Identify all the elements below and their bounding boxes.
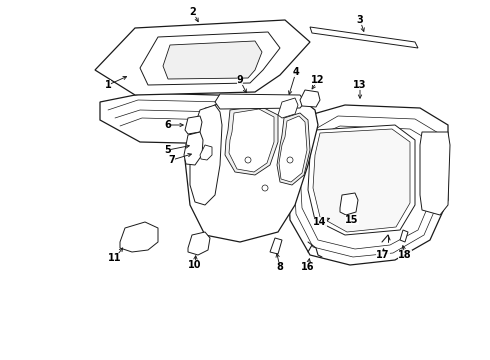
Text: 2: 2: [190, 7, 196, 17]
Polygon shape: [310, 27, 418, 48]
Text: 7: 7: [169, 155, 175, 165]
Text: 14: 14: [313, 217, 327, 227]
Polygon shape: [100, 93, 310, 145]
Polygon shape: [270, 238, 282, 254]
Text: 10: 10: [188, 260, 202, 270]
Text: 3: 3: [357, 15, 364, 25]
Polygon shape: [215, 94, 305, 109]
Polygon shape: [420, 132, 450, 215]
Polygon shape: [288, 105, 448, 265]
Text: 16: 16: [301, 262, 315, 272]
Polygon shape: [229, 109, 274, 172]
Polygon shape: [308, 125, 415, 235]
Polygon shape: [200, 145, 212, 160]
Text: 8: 8: [276, 262, 283, 272]
Polygon shape: [95, 20, 310, 95]
Polygon shape: [277, 113, 310, 185]
Polygon shape: [190, 105, 222, 205]
Circle shape: [287, 157, 293, 163]
Text: 9: 9: [237, 75, 244, 85]
Polygon shape: [184, 132, 203, 165]
Text: 15: 15: [345, 215, 359, 225]
Polygon shape: [185, 116, 202, 134]
Polygon shape: [278, 98, 298, 118]
Text: 1: 1: [105, 80, 111, 90]
Circle shape: [262, 185, 268, 191]
Polygon shape: [140, 32, 280, 85]
Polygon shape: [185, 95, 318, 242]
Polygon shape: [400, 230, 408, 242]
Text: 13: 13: [353, 80, 367, 90]
Polygon shape: [120, 222, 158, 252]
Text: 6: 6: [165, 120, 172, 130]
Text: 11: 11: [108, 253, 122, 263]
Text: 12: 12: [311, 75, 325, 85]
Polygon shape: [188, 232, 210, 255]
Polygon shape: [163, 41, 262, 79]
Polygon shape: [300, 90, 320, 107]
Text: 18: 18: [398, 250, 412, 260]
Polygon shape: [340, 193, 358, 215]
Text: 17: 17: [376, 250, 390, 260]
Circle shape: [245, 157, 251, 163]
Polygon shape: [279, 116, 307, 182]
Polygon shape: [313, 129, 410, 232]
Text: 4: 4: [293, 67, 299, 77]
Polygon shape: [225, 106, 278, 175]
Text: 5: 5: [165, 145, 172, 155]
